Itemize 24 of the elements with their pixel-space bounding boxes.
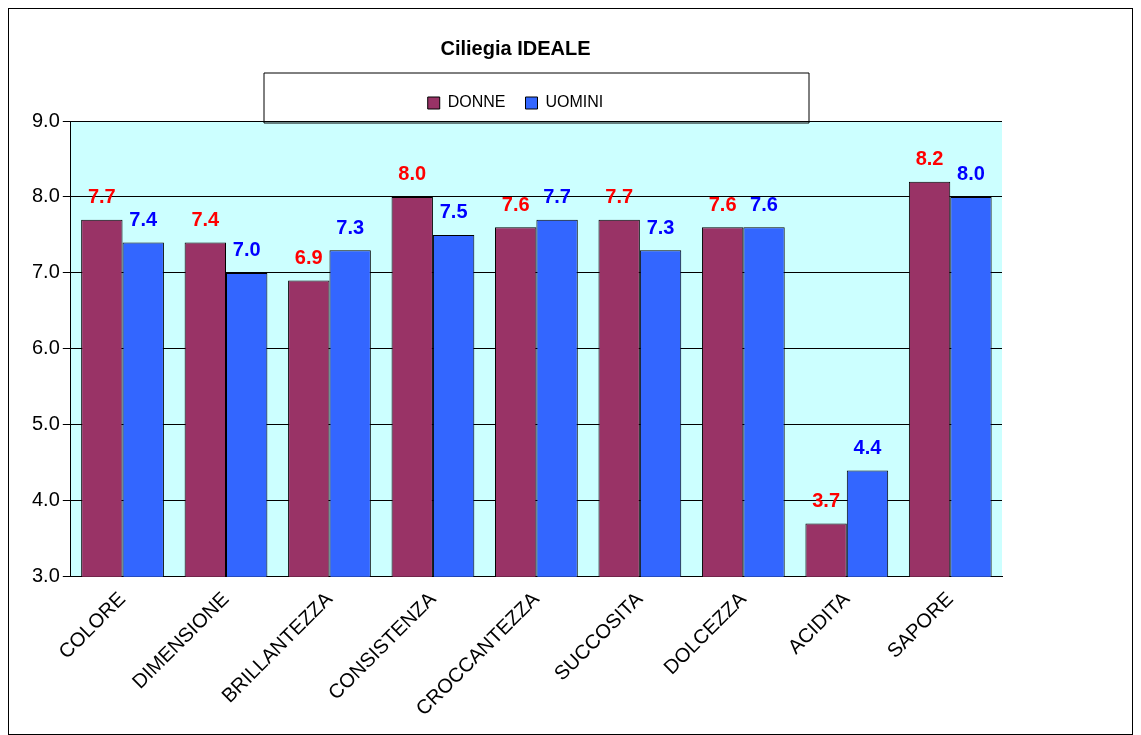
legend-label: DONNE	[447, 93, 506, 111]
y-tick-label: 9.0	[31, 108, 60, 131]
chart-title: Ciliegia IDEALE	[440, 36, 591, 59]
y-tick-label: 6.0	[31, 336, 60, 359]
data-label: 8.0	[957, 162, 985, 185]
data-label: 4.4	[853, 435, 883, 458]
data-label: 7.5	[439, 200, 468, 223]
data-label: 7.6	[750, 192, 778, 215]
data-label: 7.4	[129, 208, 158, 231]
data-label: 8.2	[915, 147, 944, 170]
data-label: 8.0	[398, 162, 427, 185]
y-tick-label: 5.0	[31, 412, 60, 435]
data-label: 7.3	[646, 215, 675, 238]
data-label: 7.6	[708, 192, 737, 215]
y-tick-label: 8.0	[31, 184, 60, 207]
data-label: 7.6	[501, 192, 530, 215]
data-label: 7.0	[232, 238, 261, 261]
y-tick-label: 7.0	[31, 260, 60, 283]
data-label: 7.3	[336, 215, 365, 238]
y-tick-label: 4.0	[31, 488, 60, 511]
data-label: 7.4	[191, 208, 221, 231]
y-tick-label: 3.0	[31, 564, 60, 587]
data-label: 6.9	[294, 246, 323, 269]
legend-label: UOMINI	[545, 93, 604, 111]
